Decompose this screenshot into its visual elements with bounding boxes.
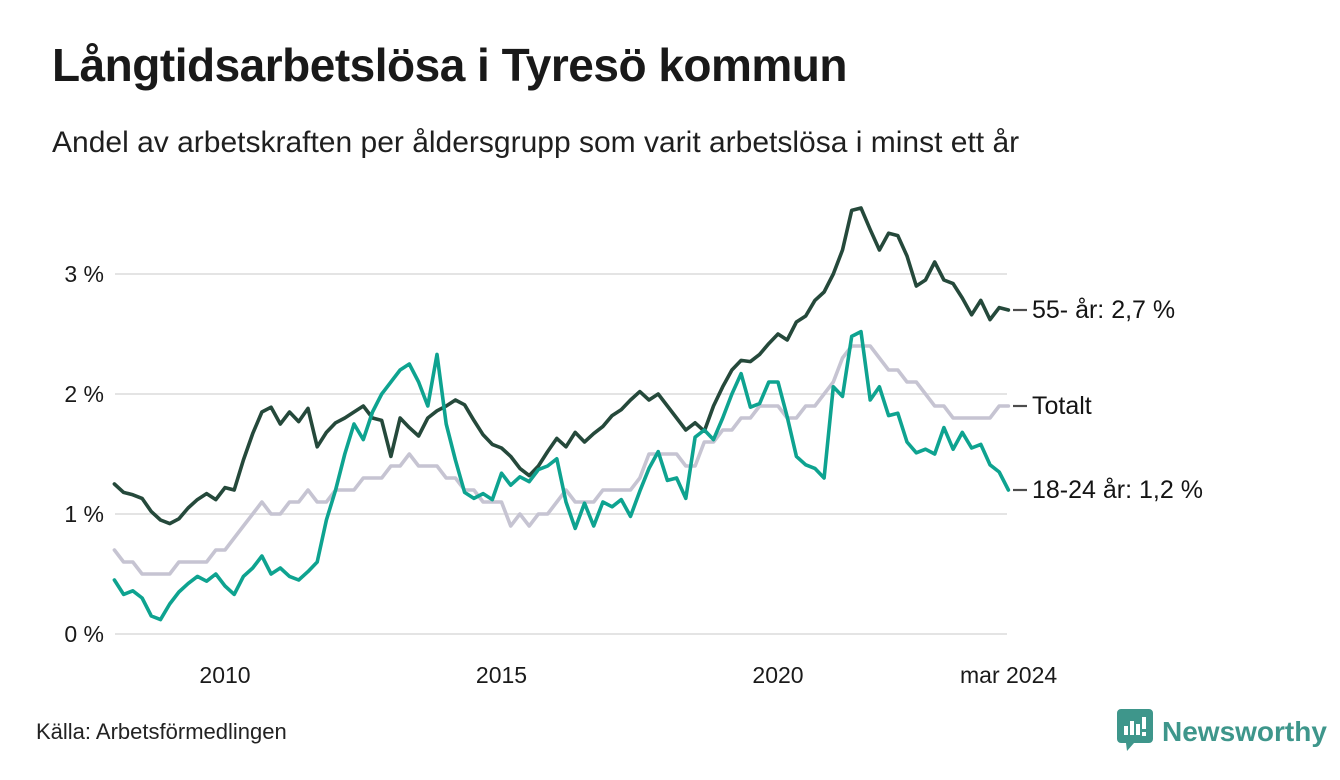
page-title: Långtidsarbetslösa i Tyresö kommun <box>52 39 848 91</box>
x-axis-tick: 2015 <box>475 662 528 688</box>
y-axis-tick: 2 % <box>64 381 104 407</box>
series-end-label-55-ar: 55- år: 2,7 % <box>1032 296 1176 324</box>
series-end-label-18-24-ar: 18-24 år: 1,2 % <box>1032 476 1203 504</box>
source-note: Källa: Arbetsförmedlingen <box>36 719 287 744</box>
newsworthy-logo[interactable]: Newsworthy <box>1116 708 1327 757</box>
series-line-55-ar <box>112 206 1011 526</box>
newsworthy-logo-text: Newsworthy <box>1162 716 1327 747</box>
y-axis-tick: 3 % <box>64 261 104 287</box>
series-line-18-24-ar <box>112 329 1011 622</box>
series-end-label-totalt: Totalt <box>1032 392 1092 420</box>
page-subtitle: Andel av arbetskraften per åldersgrupp s… <box>52 126 1020 159</box>
y-axis-tick: 1 % <box>64 501 104 527</box>
x-axis-tick: mar 2024 <box>960 662 1058 688</box>
newsworthy-bubble-chart-icon <box>1116 708 1154 757</box>
x-axis-tick: 2010 <box>199 662 251 688</box>
series-line-totalt <box>112 344 1011 576</box>
x-axis-tick: 2020 <box>752 662 804 688</box>
y-axis-tick: 0 % <box>64 621 104 647</box>
